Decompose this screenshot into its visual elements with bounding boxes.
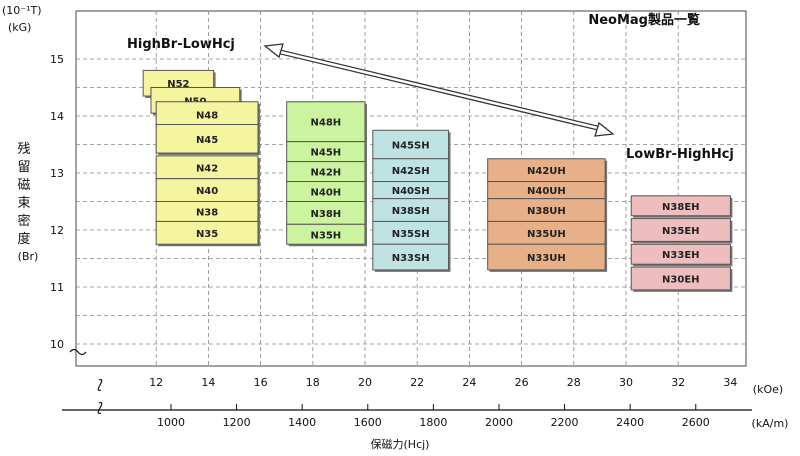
- grade-box-n35h: [286, 223, 366, 245]
- grade-label-n40: N40: [196, 186, 218, 197]
- grade-box-n35: [155, 220, 259, 245]
- grade-label-n33eh: N33EH: [662, 250, 700, 261]
- grade-label-n35eh: N35EH: [662, 226, 700, 237]
- grade-label-n35uh: N35UH: [527, 229, 566, 240]
- grade-label-n42: N42: [196, 163, 218, 174]
- x-axis-break: [97, 378, 103, 392]
- grade-box-n45: [155, 124, 259, 154]
- grade-label-n33sh: N33SH: [392, 253, 430, 264]
- grade-label-n48: N48: [196, 111, 218, 122]
- y-axis-unit: (Br): [18, 250, 39, 263]
- y-unit-tesla: (10⁻¹T): [2, 4, 42, 17]
- grade-label-n40uh: N40UH: [527, 186, 566, 197]
- y-axis-title-char: 残: [17, 142, 30, 157]
- x-tick-label-kam: 1000: [157, 416, 185, 429]
- annotation-low-br: LowBr-HighHcj: [626, 147, 734, 162]
- x-tick-label-kam: 2600: [682, 416, 710, 429]
- y-tick-label: 13: [50, 167, 64, 180]
- x-tick-label-kam: 2000: [485, 416, 513, 429]
- x-tick-label-koe: 24: [462, 376, 476, 389]
- x-tick-label-kam: 1800: [419, 416, 447, 429]
- grade-label-n40sh: N40SH: [392, 186, 430, 197]
- grade-box-n45sh: [372, 129, 450, 160]
- grade-box-n33uh: [487, 243, 606, 271]
- x-tick-label-kam: 2200: [551, 416, 579, 429]
- grade-label-n38h: N38H: [311, 209, 342, 220]
- y-axis-title-char: 束: [17, 196, 30, 211]
- grade-label-n42uh: N42UH: [527, 166, 566, 177]
- grade-box-n33sh: [372, 243, 450, 271]
- y-tick-label: 10: [50, 338, 64, 351]
- grade-label-n38sh: N38SH: [392, 206, 430, 217]
- grade-box-n38eh: [630, 195, 731, 217]
- x-tick-label-koe: 26: [515, 376, 529, 389]
- x-tick-label-koe: 16: [254, 376, 268, 389]
- x-tick-label-koe: 22: [410, 376, 424, 389]
- x-tick-label-kam: 2400: [616, 416, 644, 429]
- x-tick-label-koe: 18: [306, 376, 320, 389]
- x-axis-title: 保磁力(Hcj): [371, 437, 430, 451]
- grade-label-n33uh: N33UH: [527, 253, 566, 264]
- trend-arrow: [263, 43, 615, 137]
- x-tick-label-kam: 1200: [223, 416, 251, 429]
- x-unit-koe: (kOe): [753, 383, 783, 396]
- grade-box-n33eh: [630, 243, 731, 265]
- x-axis-ticks-kam: 1000 1200 1400 1600 1800 2000 2200 2400 2600: [157, 404, 710, 429]
- grade-label-n45h: N45H: [311, 148, 342, 159]
- grade-box-n30eh: [630, 266, 731, 291]
- grade-boxes: N52N50N48N45N42N40N38N35N48HN45HN42HN40H…: [142, 69, 733, 292]
- x-tick-label-koe: 30: [619, 376, 633, 389]
- y-tick-label: 11: [50, 281, 64, 294]
- x-tick-label-koe: 32: [671, 376, 685, 389]
- y-axis-ticks: 10 11 12 13 14 15: [50, 53, 64, 351]
- y-axis-title-char: 度: [17, 231, 30, 247]
- grade-box-n48h: [286, 101, 366, 143]
- grade-box-n35eh: [630, 218, 731, 242]
- y-tick-label: 12: [50, 224, 64, 237]
- grade-label-n45sh: N45SH: [392, 141, 430, 152]
- grade-label-n40h: N40H: [311, 188, 342, 199]
- grade-label-n35sh: N35SH: [392, 229, 430, 240]
- grade-label-n38eh: N38EH: [662, 202, 700, 213]
- chart-title: NeoMag製品一覧: [588, 12, 700, 28]
- y-unit-kilogauss: (kG): [8, 21, 31, 34]
- x-tick-label-koe: 28: [567, 376, 581, 389]
- y-axis-title-char: 密: [17, 213, 30, 229]
- y-axis-title-char: 磁: [17, 178, 30, 193]
- x-axis-ticks-koe: 12 14 16 18 20 22 24 26 28 30 32 34: [149, 376, 737, 389]
- y-axis-title-char: 留: [17, 160, 30, 175]
- grade-label-n38uh: N38UH: [527, 206, 566, 217]
- grade-label-n30eh: N30EH: [662, 274, 700, 285]
- x-unit-kam: (kA/m): [752, 417, 789, 430]
- y-tick-label: 14: [50, 110, 64, 123]
- grade-label-n35h: N35H: [311, 230, 342, 241]
- grade-label-n38: N38: [196, 207, 218, 218]
- x-tick-label-koe: 34: [723, 376, 737, 389]
- grade-label-n45: N45: [196, 135, 218, 146]
- grade-label-n52: N52: [167, 79, 189, 90]
- annotation-high-br: HighBr-LowHcj: [127, 37, 235, 52]
- kam-axis-break: [97, 401, 103, 415]
- x-tick-label-koe: 14: [201, 376, 215, 389]
- x-tick-label-kam: 1600: [354, 416, 382, 429]
- grade-label-n48h: N48H: [311, 118, 342, 129]
- grade-label-n42h: N42H: [311, 168, 342, 179]
- grade-label-n35: N35: [196, 229, 218, 240]
- x-tick-label-koe: 20: [358, 376, 372, 389]
- x-tick-label-koe: 12: [149, 376, 163, 389]
- grade-label-n42sh: N42SH: [392, 166, 430, 177]
- y-axis-break: [69, 348, 87, 356]
- y-tick-label: 15: [50, 53, 64, 66]
- x-tick-label-kam: 1400: [288, 416, 316, 429]
